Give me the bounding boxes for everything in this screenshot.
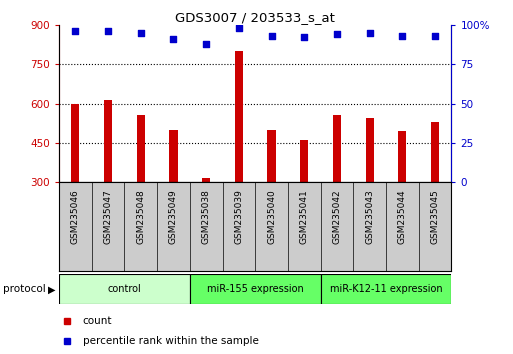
Point [136, 30, 145, 35]
Text: ▶: ▶ [48, 284, 55, 295]
Text: GSM235038: GSM235038 [202, 189, 211, 244]
Bar [59, 274, 190, 304]
Point [398, 33, 406, 39]
Point [104, 28, 112, 34]
Point [366, 30, 374, 35]
Point [235, 25, 243, 31]
Bar [202, 178, 210, 182]
Text: GSM235047: GSM235047 [104, 189, 112, 244]
Bar [235, 51, 243, 182]
Bar [431, 122, 439, 182]
Point [431, 33, 439, 39]
Text: miR-155 expression: miR-155 expression [207, 284, 304, 295]
Text: GSM235045: GSM235045 [430, 189, 440, 244]
Text: GSM235048: GSM235048 [136, 189, 145, 244]
Point [71, 28, 80, 34]
Bar [267, 130, 275, 182]
Point [202, 41, 210, 46]
Text: control: control [108, 284, 141, 295]
Title: GDS3007 / 203533_s_at: GDS3007 / 203533_s_at [175, 11, 335, 24]
Point [300, 35, 308, 40]
Bar [71, 104, 80, 182]
Text: count: count [83, 316, 112, 326]
Text: GSM235041: GSM235041 [300, 189, 309, 244]
Bar [104, 99, 112, 182]
Text: GSM235040: GSM235040 [267, 189, 276, 244]
Text: GSM235044: GSM235044 [398, 189, 407, 244]
Text: GSM235049: GSM235049 [169, 189, 178, 244]
Text: GSM235039: GSM235039 [234, 189, 243, 244]
Point [267, 33, 275, 39]
Bar [333, 115, 341, 182]
Bar [190, 274, 321, 304]
Text: protocol: protocol [3, 284, 45, 295]
Point [333, 32, 341, 37]
Bar [136, 115, 145, 182]
Text: percentile rank within the sample: percentile rank within the sample [83, 336, 259, 346]
Text: GSM235046: GSM235046 [71, 189, 80, 244]
Point [169, 36, 177, 42]
Bar [300, 140, 308, 182]
Bar [169, 130, 177, 182]
Bar [398, 131, 406, 182]
Text: GSM235042: GSM235042 [332, 189, 342, 244]
Text: GSM235043: GSM235043 [365, 189, 374, 244]
Bar [366, 118, 374, 182]
Text: miR-K12-11 expression: miR-K12-11 expression [330, 284, 442, 295]
Bar [321, 274, 451, 304]
